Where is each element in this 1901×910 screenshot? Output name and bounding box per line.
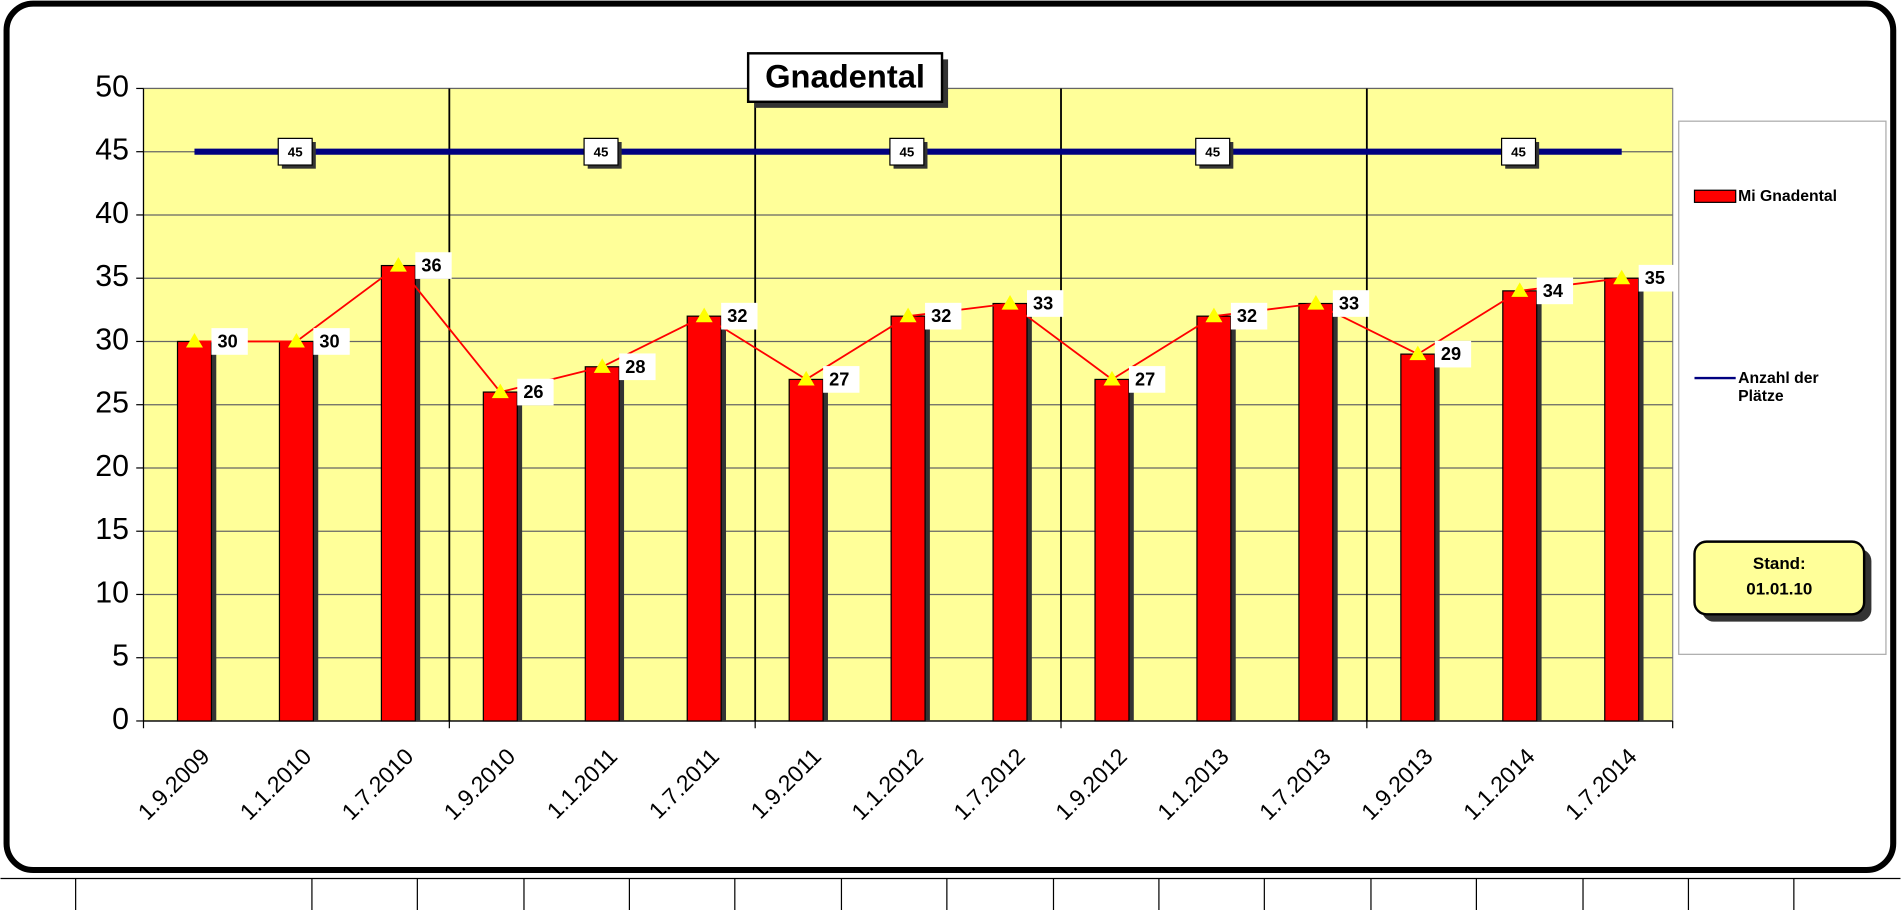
y-tick-label: 25 [95,387,129,420]
data-label: 27 [829,369,849,389]
data-label-bg [1332,290,1370,317]
bar [992,302,1028,722]
data-label-bg [1500,137,1537,166]
bar [1196,315,1232,722]
bar [1604,277,1640,722]
data-label-bg [1195,137,1231,166]
marker [287,332,305,348]
data-label: 33 [1033,294,1053,314]
data-label: 30 [319,331,339,351]
marker [593,358,611,373]
y-tick-label: 0 [112,703,129,736]
legend-label: Anzahl der Plätze [1738,368,1819,405]
bar [788,378,824,722]
title-box [746,52,944,103]
data-label-bg [415,252,452,279]
data-label-bg [517,378,554,406]
chart-title: Gnadental [765,57,925,94]
data-label: 27 [1135,369,1155,389]
marker [1307,295,1325,310]
data-label-bg [1128,366,1166,393]
data-label-bg [925,302,962,330]
data-label-bg [721,302,758,330]
legend-item: Mi Gnadental [1738,186,1838,205]
data-label-bg [1434,340,1472,368]
legend-swatch [1693,189,1737,203]
data-label-bg [583,137,619,166]
y-tick-label: 20 [95,450,129,483]
data-label-bg [619,353,656,381]
y-tick-label: 45 [95,134,129,167]
marker [185,332,203,348]
data-label: 32 [727,306,747,326]
sheet-grid [0,877,1901,910]
data-label: 26 [523,382,543,402]
data-label: 34 [1543,281,1563,301]
marker [1103,370,1121,386]
data-label-bg [211,328,248,355]
data-label: 36 [421,256,441,276]
marker [1511,282,1529,297]
data-label: 33 [1339,294,1359,314]
data-label: 32 [1237,306,1257,326]
data-label-bg [1230,302,1268,330]
annotation-box [1693,540,1866,616]
data-label: 45 [288,144,303,159]
marker [1409,345,1427,361]
data-label: 30 [217,331,237,351]
marker [797,370,815,386]
annotation-line: Stand: [1753,554,1806,573]
bar [1400,353,1436,722]
data-label: 45 [1511,144,1526,159]
data-label-bg [1026,290,1064,317]
y-tick-label: 5 [112,640,129,673]
data-label-bg [889,137,925,166]
data-label-bg [1536,277,1574,305]
bar [176,340,213,722]
marker [1613,269,1631,285]
bar [1094,378,1130,722]
marker [389,257,407,272]
bar [380,264,416,722]
data-label: 45 [594,144,609,159]
data-label: 32 [931,306,951,326]
bar [686,315,722,722]
y-tick-label: 35 [95,260,129,293]
marker [695,307,713,323]
y-tick-label: 30 [95,323,129,356]
annotation-line: 01.01.10 [1746,580,1812,599]
legend-item: Anzahl der Plätze [1738,368,1819,405]
data-label: 45 [1205,144,1220,159]
bar [1298,302,1334,722]
data-label-bg [277,137,313,166]
y-tick-label: 10 [95,576,129,609]
y-tick-label: 15 [95,513,129,546]
marker [1205,307,1223,323]
legend-label: Mi Gnadental [1738,186,1838,205]
y-tick-label: 50 [95,70,129,103]
data-label: 45 [899,144,914,159]
marker [491,383,509,399]
data-label-bg [1638,264,1676,292]
bar [1502,290,1538,722]
data-label: 28 [625,357,645,377]
bar [278,340,314,722]
bar [584,366,620,722]
bar [890,315,926,722]
data-label-bg [823,366,860,393]
data-label-bg [313,328,350,355]
data-label: 35 [1645,268,1665,288]
y-tick-label: 40 [95,197,129,230]
data-label: 29 [1441,344,1461,364]
marker [1001,295,1019,310]
bar [482,391,518,722]
marker [899,307,917,323]
